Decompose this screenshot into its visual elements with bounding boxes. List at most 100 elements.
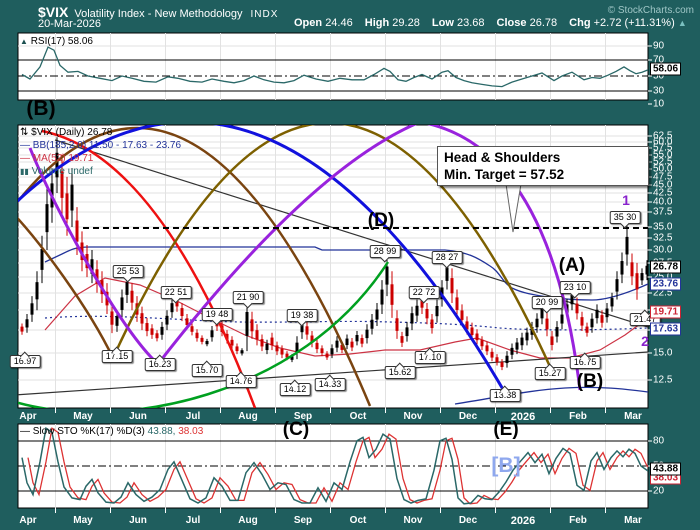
- candle-body: [375, 309, 379, 320]
- candle-body: [140, 313, 144, 324]
- sto-k-value: 43.88,: [147, 426, 176, 437]
- symbol-label: $VIX: [38, 4, 69, 20]
- rsi-plot: [18, 33, 648, 100]
- trendline-lower: [18, 351, 648, 396]
- candle-body: [600, 315, 604, 323]
- candle-body: [350, 341, 354, 348]
- arc-green: [18, 261, 390, 408]
- candle-body: [540, 309, 544, 319]
- candle-body: [330, 348, 334, 355]
- candle-body: [605, 308, 609, 318]
- candle-body: [520, 337, 524, 346]
- candle-body: [235, 346, 239, 352]
- candle-body: [445, 267, 449, 281]
- candle-body: [45, 204, 49, 233]
- candle-body: [55, 152, 59, 178]
- sto-d-value: 38.03: [178, 426, 204, 437]
- candle-body: [425, 308, 429, 319]
- arc-blue-dome: [18, 125, 510, 399]
- candle-body: [420, 297, 424, 308]
- chg-label: Chg: [569, 17, 591, 29]
- arc-purple-dome: [156, 125, 582, 391]
- candle-body: [595, 309, 599, 319]
- exchange-label: INDX: [250, 9, 279, 20]
- sto-d-line: [27, 427, 648, 505]
- candle-body: [450, 278, 454, 294]
- candle-body: [280, 348, 284, 355]
- high-label: High: [364, 17, 390, 29]
- rsi-area-icon: ▲: [20, 37, 28, 46]
- candle-body: [555, 327, 559, 337]
- candle-body: [640, 273, 644, 281]
- candle-body: [90, 259, 94, 274]
- candle-body: [195, 332, 199, 339]
- candle-body: [320, 348, 324, 354]
- candle-body: [115, 316, 119, 326]
- candle-body: [40, 249, 44, 270]
- candle-body: [165, 315, 169, 325]
- candle-body: [30, 303, 34, 315]
- candle-body: [20, 326, 24, 332]
- candle-body: [155, 333, 159, 339]
- candle-body: [315, 342, 319, 350]
- change-up-icon: ▲: [677, 18, 687, 28]
- high-value: 29.28: [392, 17, 420, 29]
- candle-body: [455, 297, 459, 310]
- candle-body: [300, 321, 304, 333]
- candle-body: [535, 318, 539, 328]
- candle-body: [575, 303, 579, 314]
- candle-body: [645, 265, 648, 275]
- low-value: 23.68: [456, 17, 485, 29]
- stockcharts-copyright: © StockCharts.com: [607, 5, 694, 16]
- candle-body: [460, 310, 464, 320]
- rsi-legend-label: RSI(17) 58.06: [30, 36, 93, 47]
- candle-body: [495, 357, 499, 363]
- bb-line-icon: —: [20, 140, 30, 151]
- candle-body: [35, 282, 39, 300]
- close-label: Close: [496, 17, 527, 29]
- trendline-upper: [54, 139, 648, 328]
- candle-body: [415, 305, 419, 316]
- candle-body: [255, 330, 259, 340]
- candle-body: [185, 318, 189, 326]
- sto-plot: [18, 424, 648, 508]
- candle-body: [585, 326, 589, 333]
- candle-body: [245, 311, 249, 336]
- candle-body: [270, 337, 274, 346]
- arc-purple-flank: [28, 147, 160, 366]
- candle-body: [405, 327, 409, 337]
- candle-body: [325, 353, 329, 358]
- candle-body: [205, 340, 209, 345]
- main-legend-volume: ▮▮ Volume undef: [20, 166, 93, 177]
- candle-body: [120, 297, 124, 310]
- candle-body: [310, 335, 314, 343]
- candle-body: [500, 362, 504, 368]
- candle-body: [125, 282, 129, 295]
- candle-body: [560, 314, 564, 324]
- candle-body: [470, 327, 474, 336]
- candle-body: [335, 340, 339, 348]
- open-label: Open: [294, 17, 323, 29]
- candle-body: [360, 338, 364, 344]
- candle-body: [250, 319, 254, 332]
- bb-middle: [44, 315, 648, 331]
- ma-line-icon: —: [20, 153, 30, 164]
- candle-body: [145, 323, 149, 332]
- candle-body: [190, 326, 194, 332]
- candle-body: [130, 290, 134, 303]
- candle-body: [580, 317, 584, 326]
- sto-legend-label: Slow STO %K(17) %D(3): [32, 426, 145, 437]
- candle-body: [60, 171, 64, 198]
- candle-body: [400, 336, 404, 343]
- main-legend-ma: — MA(52) 19.71: [20, 153, 94, 164]
- candle-body: [550, 336, 554, 345]
- hs-line1: Head & Shoulders: [444, 150, 561, 165]
- updown-arrows-icon: ⇅: [20, 127, 29, 138]
- arc-brown-left: [18, 217, 115, 359]
- candle-body: [95, 269, 99, 284]
- low-label: Low: [431, 17, 454, 29]
- candle-body: [175, 298, 179, 307]
- candle-body: [435, 305, 439, 317]
- candle-body: [240, 350, 244, 354]
